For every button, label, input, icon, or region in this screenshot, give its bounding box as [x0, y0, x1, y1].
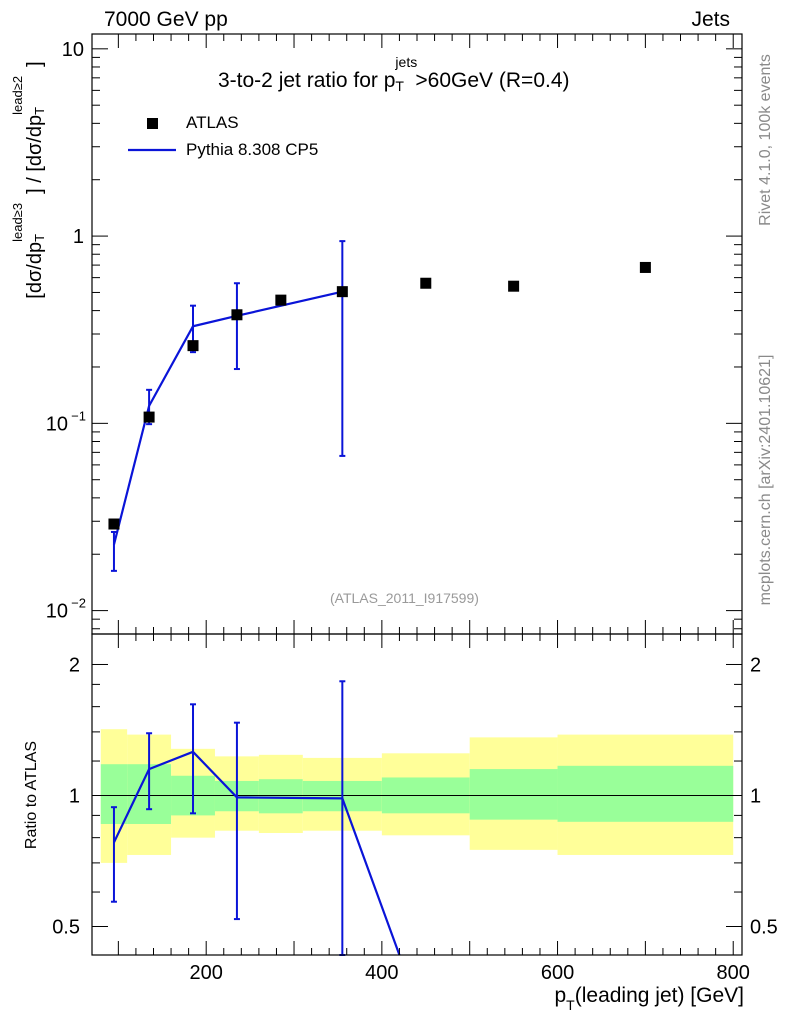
ratio-y-tick-label-left-1: 1: [69, 785, 80, 807]
atlas-point-8: [639, 261, 651, 273]
x-tick-label-600: 600: [541, 962, 574, 984]
main-y-axis-title: [dσ/dp lead≥3 T] / [dσ/dp lead≥2 T]: [10, 61, 47, 299]
band-green-8: [557, 765, 734, 822]
series-layer: [108, 240, 651, 956]
band-green-4: [258, 779, 303, 814]
title-sub: T: [395, 78, 404, 94]
ratio-y-tick-label-left-2: 2: [69, 654, 80, 676]
main-y-tick-label-1: 1: [73, 226, 84, 248]
legend-atlas-label: ATLAS: [186, 113, 239, 132]
title-text-end: >60GeV (R=0.4): [415, 69, 570, 92]
rivet-version-label: Rivet 4.1.0, 100k events: [757, 54, 774, 226]
main-y-tick-label-0: 10: [62, 39, 84, 61]
title-sup: jets: [395, 54, 418, 70]
ratio-y-tick-label-left-0.5: 0.5: [52, 916, 80, 938]
atlas-point-5: [336, 286, 348, 298]
atlas-point-2: [187, 340, 199, 352]
main-plot-title: 3-to-2 jet ratio for p jets T >60GeV (R=0.4…: [218, 54, 570, 94]
main-y-tick-label-2: 10: [46, 413, 68, 435]
band-green-7: [469, 769, 558, 820]
atlas-point-7: [508, 280, 520, 292]
atlas-point-0: [108, 518, 120, 530]
ratio-y-tick-label-right-2: 2: [750, 654, 761, 676]
ratio-line: [112, 750, 401, 956]
watermark: (ATLAS_2011_I917599): [330, 590, 479, 606]
ratio-y-axis-title: Ratio to ATLAS: [23, 740, 40, 850]
legend-atlas-marker: [147, 118, 158, 129]
atlas-point-1: [143, 411, 155, 423]
atlas-point-6: [420, 277, 432, 289]
main-y-tick-label-3: 10: [46, 601, 68, 623]
ratio-y-tick-label-right-1: 1: [750, 785, 761, 807]
x-axis-title: pT(leading jet) [GeV]: [554, 984, 744, 1013]
atlas-point-3: [231, 309, 243, 321]
title-text: 3-to-2 jet ratio for p: [218, 69, 396, 92]
x-tick-label-400: 400: [365, 962, 398, 984]
uncertainty-bands: [100, 729, 734, 863]
header-right: Jets: [691, 8, 730, 31]
main-y-tick-exp-3: −2: [71, 596, 86, 611]
x-tick-label-800: 800: [717, 962, 750, 984]
header-left: 7000 GeV pp: [104, 8, 228, 31]
legend: [128, 118, 176, 152]
main-y-tick-exp-2: −1: [71, 408, 86, 423]
ratio-y-tick-label-right-0.5: 0.5: [750, 916, 778, 938]
mcplots-label: mcplots.cern.ch [arXiv:2401.10621]: [757, 354, 774, 606]
legend-pythia-label: Pythia 8.308 CP5: [186, 140, 319, 159]
atlas-point-4: [275, 294, 287, 306]
x-tick-label-200: 200: [190, 962, 223, 984]
